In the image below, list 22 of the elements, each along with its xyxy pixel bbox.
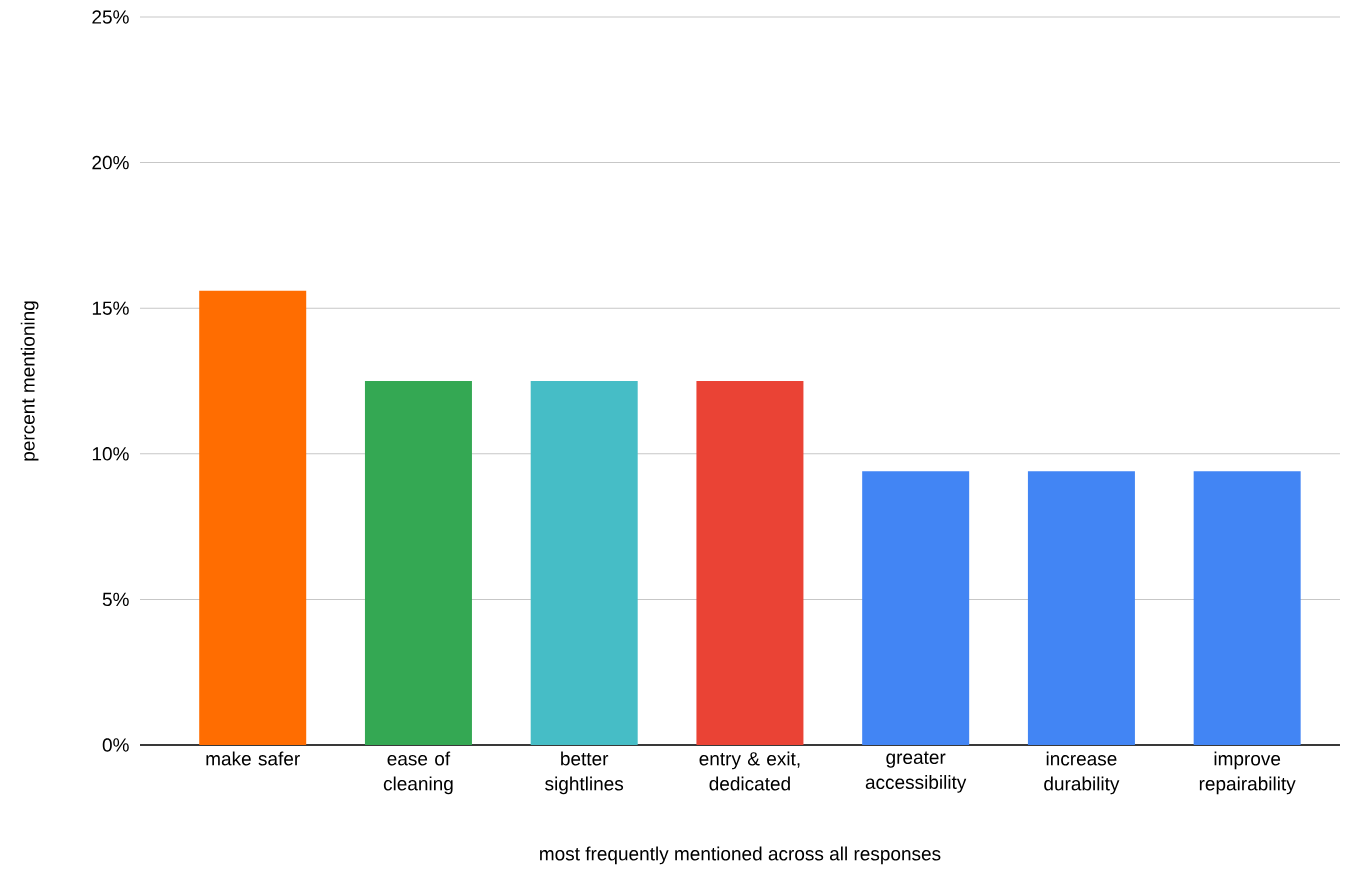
- x-tick-label: greater accessibility: [865, 751, 967, 793]
- x-tick-label: ease of cleaning: [383, 751, 453, 795]
- bar: [199, 290, 307, 745]
- y-tick-label: 0%: [102, 738, 129, 752]
- y-tick-label: 5%: [102, 592, 129, 607]
- x-axis-title: most frequently mentioned across all responses: [540, 846, 941, 865]
- x-tick-label: improve repairability: [1199, 751, 1296, 795]
- y-tick-label: 25%: [92, 10, 129, 24]
- x-tick-label: make safer: [206, 751, 300, 766]
- x-tick-label: entry & exit, dedicated: [699, 751, 800, 791]
- bar: [364, 381, 472, 745]
- bar: [696, 381, 804, 745]
- y-tick-label: 10%: [92, 447, 129, 461]
- y-tick-label: 15%: [92, 301, 129, 315]
- x-tick-label: better sightlines: [545, 751, 624, 795]
- y-tick-label: 20%: [92, 155, 129, 170]
- bar: [862, 471, 970, 745]
- x-tick-label: increase durability: [1044, 751, 1120, 795]
- bar: [1193, 471, 1301, 745]
- bar: [530, 381, 638, 745]
- bar: [1027, 471, 1135, 745]
- y-axis-title: percent mentioning: [20, 301, 39, 461]
